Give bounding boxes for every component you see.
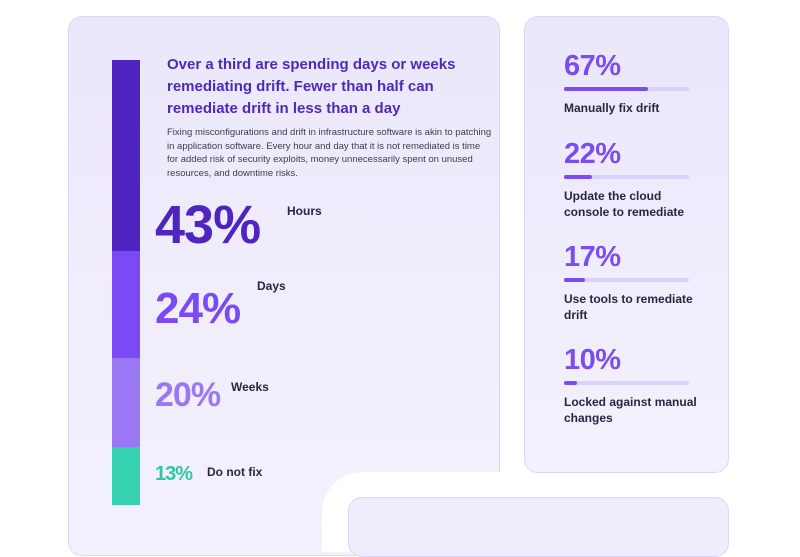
stack-segment-weeks bbox=[112, 358, 140, 447]
method-bar-track bbox=[564, 87, 689, 91]
method-bar-fill bbox=[564, 175, 592, 179]
method-percent: 10% bbox=[564, 344, 621, 376]
stack-value-label: 24% bbox=[155, 284, 241, 333]
method-bar-track bbox=[564, 175, 689, 179]
method-label: Update the cloud console to remediate bbox=[564, 189, 685, 219]
remediation-methods-card bbox=[524, 16, 729, 473]
next-card-peek bbox=[348, 497, 729, 557]
method-bar-fill bbox=[564, 381, 577, 385]
method-item: 17% Use tools to remediate drift bbox=[564, 243, 714, 323]
method-item: 10% Locked against manual changes bbox=[564, 346, 714, 426]
stack-category-label: Weeks bbox=[231, 380, 269, 394]
method-bar-fill bbox=[564, 87, 648, 91]
method-bar-track bbox=[564, 381, 689, 385]
method-item: 67% Manually fix drift bbox=[564, 52, 714, 116]
stack-category-label: Do not fix bbox=[207, 465, 263, 479]
method-label: Use tools to remediate drift bbox=[564, 292, 693, 322]
stack-segment-hours bbox=[112, 60, 140, 251]
method-label: Manually fix drift bbox=[564, 101, 660, 115]
stack-value-label: 13% bbox=[155, 463, 193, 485]
method-bar-fill bbox=[564, 278, 585, 282]
method-percent: 22% bbox=[564, 138, 621, 170]
method-label: Locked against manual changes bbox=[564, 395, 697, 425]
method-percent: 17% bbox=[564, 241, 621, 273]
stack-category-label: Hours bbox=[287, 204, 322, 218]
method-percent: 67% bbox=[564, 50, 621, 82]
method-item: 22% Update the cloud console to remediate bbox=[564, 140, 714, 220]
drift-duration-card bbox=[68, 16, 500, 556]
stack-category-label: Days bbox=[257, 279, 286, 293]
headline: Over a third are spending days or weeks … bbox=[167, 56, 456, 117]
stack-segment-days bbox=[112, 251, 140, 358]
stack-value-label: 20% bbox=[155, 376, 221, 414]
stack-value-label: 43% bbox=[155, 195, 261, 255]
description: Fixing misconfigurations and drift in in… bbox=[167, 127, 492, 179]
method-bar-track bbox=[564, 278, 689, 282]
stack-segment-do-not-fix bbox=[112, 447, 140, 505]
